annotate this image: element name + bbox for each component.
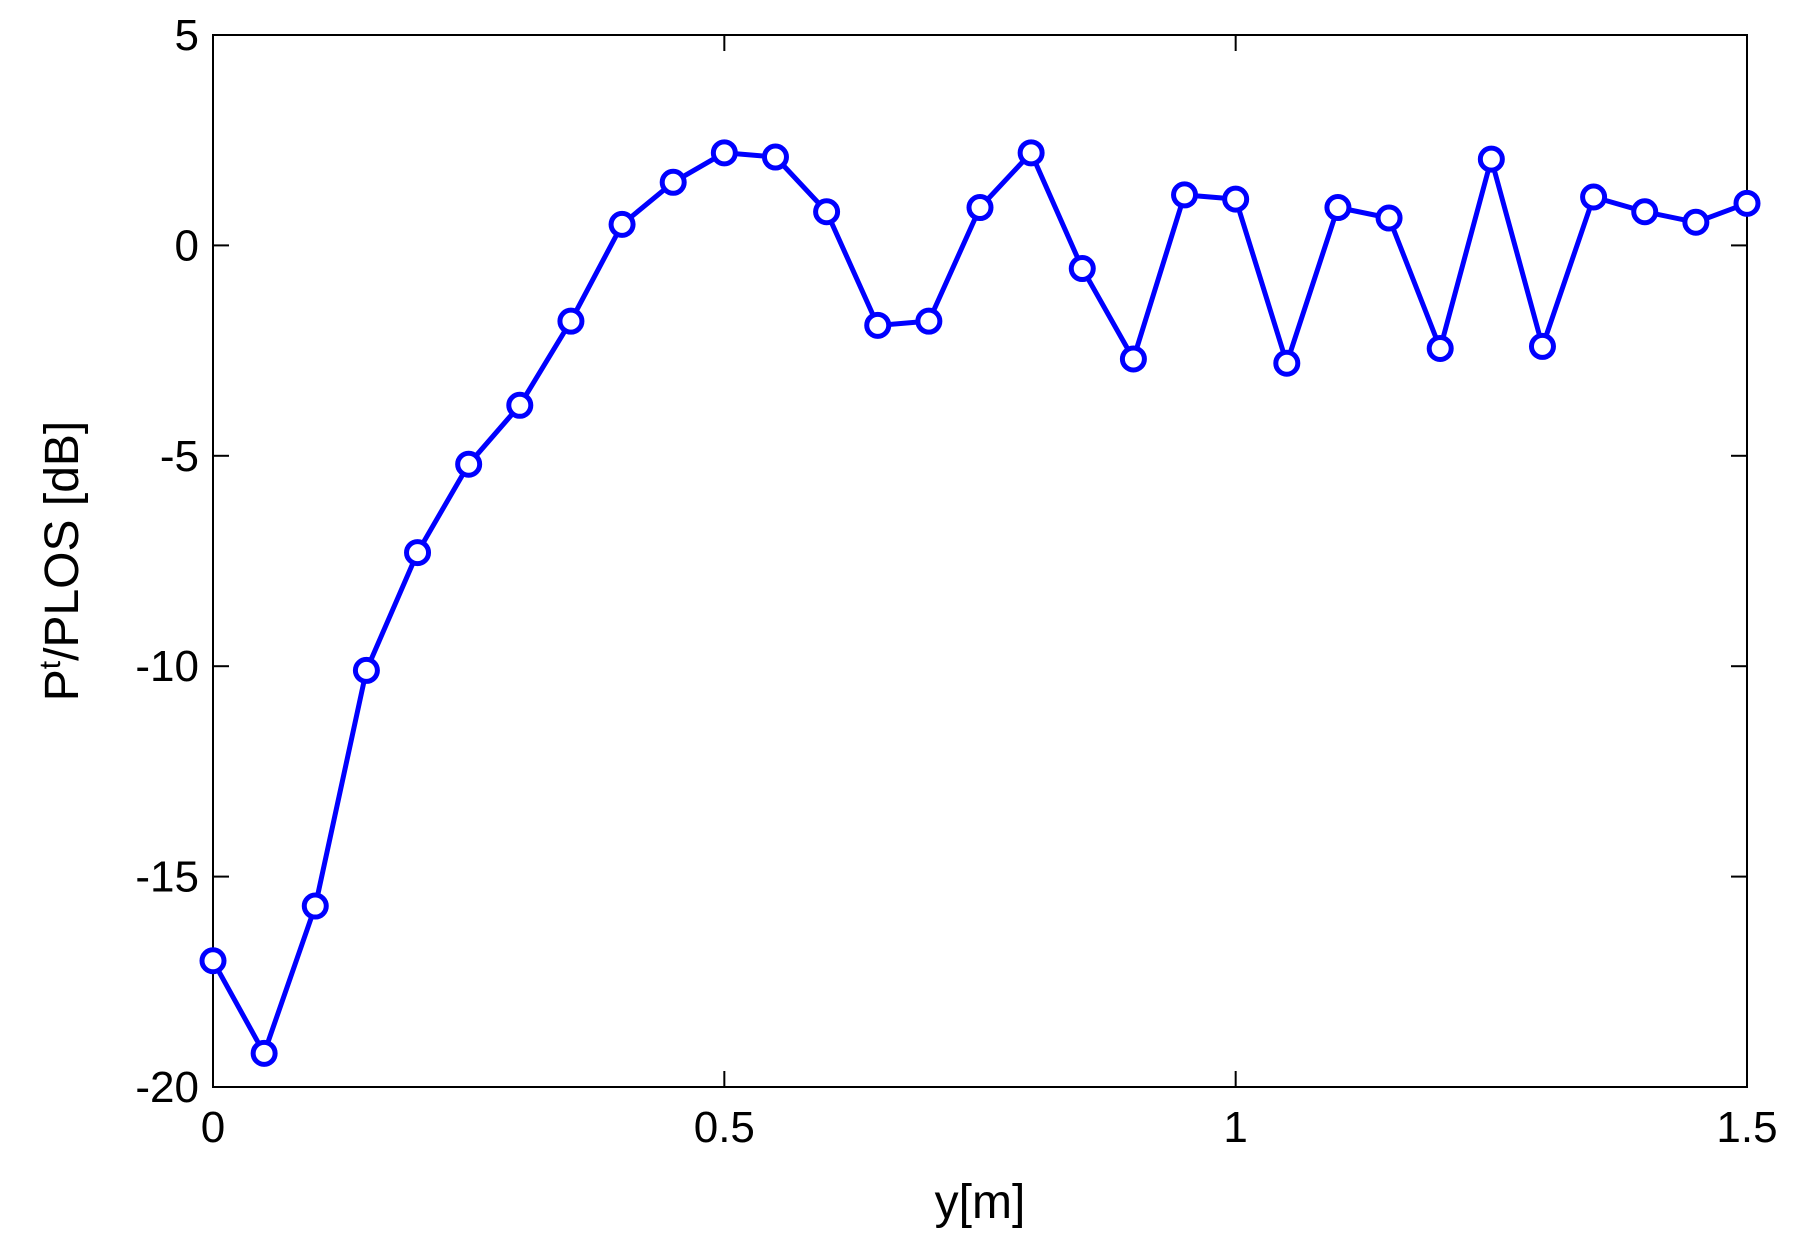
plot-area-frame [212, 34, 1748, 1088]
data-point [1375, 204, 1403, 232]
y-tick-label: -20 [135, 1063, 199, 1112]
data-point [250, 1039, 278, 1067]
y-tick-label: -5 [160, 432, 199, 481]
y-tick-label: -10 [135, 642, 199, 691]
data-point [813, 198, 841, 226]
data-point [1631, 198, 1659, 226]
data-point [1580, 183, 1608, 211]
data-point [864, 311, 892, 339]
data-point [199, 947, 227, 975]
data-point [1733, 189, 1761, 217]
data-point [1222, 185, 1250, 213]
x-tick-label: 1 [1223, 1103, 1247, 1152]
data-point [1171, 181, 1199, 209]
data-point [1273, 349, 1301, 377]
tick-label-layer: 0 0.5 1 1.5 5 0 -5 -10 -15 -20 [135, 11, 1777, 1152]
data-point [1426, 334, 1454, 362]
data-point [608, 210, 636, 238]
x-tick-label: 0.5 [694, 1103, 755, 1152]
series-layer [199, 139, 1761, 1067]
y-axis-label: Pt/PLOS [dB] [34, 421, 89, 701]
data-point [1682, 208, 1710, 236]
x-axis-label: y[m] [935, 1176, 1026, 1229]
data-point [761, 143, 789, 171]
data-point [404, 539, 432, 567]
data-point [966, 194, 994, 222]
data-point [557, 307, 585, 335]
data-point [915, 307, 943, 335]
x-tick-label: 1.5 [1716, 1103, 1777, 1152]
data-point [1068, 255, 1096, 283]
data-point [455, 450, 483, 478]
data-point [659, 168, 687, 196]
y-tick-label: 5 [175, 11, 199, 60]
y-axis-label-rest: /PLOS [dB] [36, 421, 89, 661]
data-point [710, 139, 738, 167]
y-axis-label-main: P [36, 669, 89, 701]
data-point [506, 391, 534, 419]
data-point [1477, 145, 1505, 173]
data-point [1119, 345, 1147, 373]
data-point [1528, 332, 1556, 360]
y-tick-label: -15 [135, 853, 199, 902]
data-point [1324, 194, 1352, 222]
data-point [352, 656, 380, 684]
data-point [301, 892, 329, 920]
y-tick-label: 0 [175, 221, 199, 270]
y-axis-label-superscript: t [34, 660, 67, 669]
data-point [1017, 139, 1045, 167]
x-tick-label: 0 [201, 1103, 225, 1152]
